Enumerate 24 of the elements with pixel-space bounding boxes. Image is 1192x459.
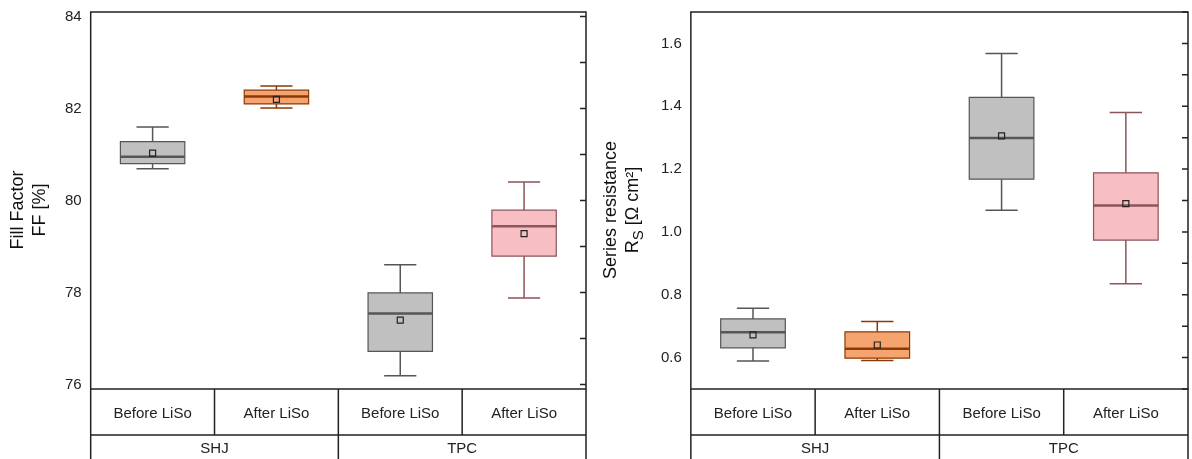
x-tick-label: Before LiSo xyxy=(962,404,1041,422)
y-tick-label: 76 xyxy=(65,374,82,392)
x-tick-label: Before LiSo xyxy=(113,404,192,422)
y-tick-label: 80 xyxy=(65,190,82,208)
text: SHJ xyxy=(800,439,830,457)
text: TPC xyxy=(447,439,478,457)
y-tick-label: 0.8 xyxy=(660,284,682,302)
text: TPC xyxy=(1048,439,1079,457)
y-tick-label: 78 xyxy=(65,282,82,300)
y-tick-label: 0.6 xyxy=(660,347,682,365)
x-tick-label: After LiSo xyxy=(844,404,911,422)
x-tick-label: After LiSo xyxy=(491,404,558,422)
y-tick-label: 1.2 xyxy=(660,159,682,177)
y-tick-label: 1.6 xyxy=(660,33,682,51)
text: SHJ xyxy=(200,439,229,457)
x-tick-label: After LiSo xyxy=(1092,404,1159,422)
x-tick-label: Before LiSo xyxy=(713,404,793,422)
y-tick-label: 1.4 xyxy=(660,96,682,114)
y-tick-label: 82 xyxy=(65,98,82,116)
y-tick-label: 1.0 xyxy=(660,222,682,240)
y-axis-title: Fill Factor FF [%] xyxy=(6,170,50,250)
x-tick-label: After LiSo xyxy=(243,404,310,422)
y-tick-label: 84 xyxy=(65,6,82,24)
x-tick-label: Before LiSo xyxy=(361,404,440,422)
